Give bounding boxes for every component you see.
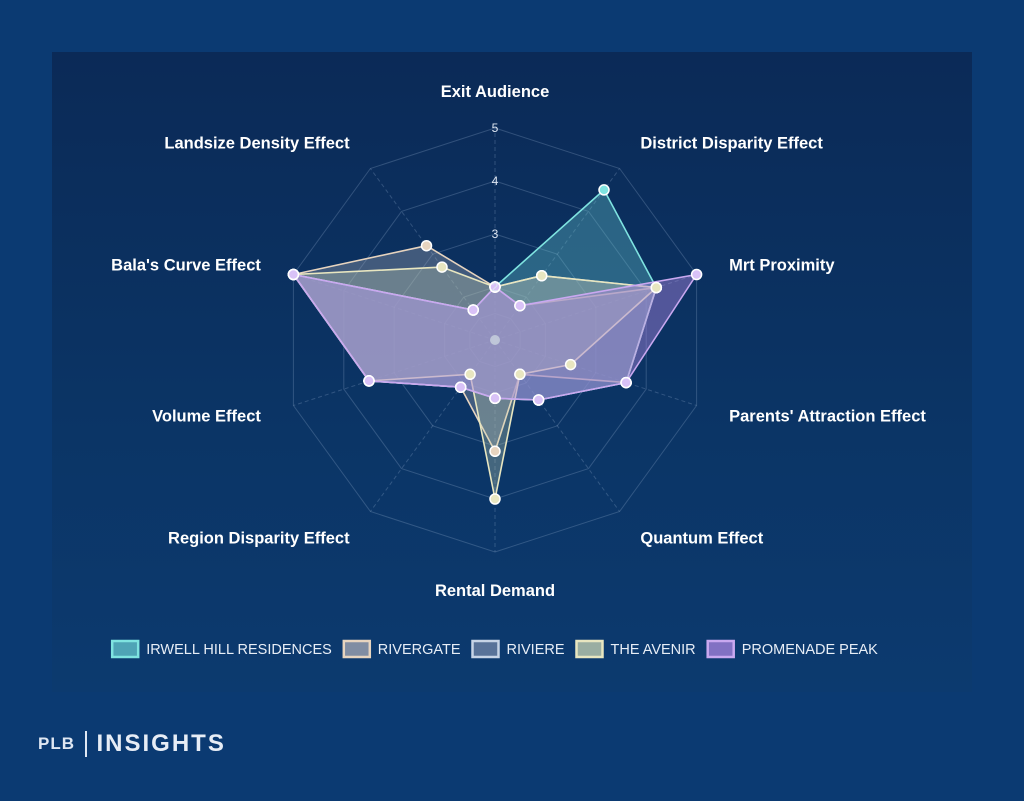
axis-label-0: Exit Audience xyxy=(441,83,550,101)
grid-spoke xyxy=(494,339,697,406)
axis-label-7: Volume Effect xyxy=(152,407,261,425)
data-points xyxy=(287,184,703,505)
data-point-3-9 xyxy=(436,261,448,273)
radar-chart: 2 3 4 5 Exit Audience District Disparity Eff… xyxy=(110,83,926,659)
legend-swatch-2 xyxy=(471,639,500,659)
data-point-4-2 xyxy=(690,268,703,281)
grid-spoke xyxy=(494,168,621,341)
axis-labels: Exit Audience District Disparity Effect Mr… xyxy=(111,83,926,600)
brand-plb: PLB xyxy=(38,734,75,753)
brand-divider xyxy=(85,731,87,757)
data-point-0-1 xyxy=(598,184,610,196)
legend-label-2: RIVIERE xyxy=(507,642,565,658)
data-point-1-9 xyxy=(420,239,433,252)
data-point-3-4 xyxy=(514,368,526,381)
brand-insights: INSIGHTS xyxy=(96,730,226,757)
axis-label-5: Rental Demand xyxy=(435,582,555,600)
grid-ring xyxy=(292,127,698,553)
tick-label-4: 4 xyxy=(492,174,499,188)
data-point-4-1 xyxy=(514,299,526,312)
grid-spoke xyxy=(293,274,496,341)
data-point-4-8 xyxy=(287,268,300,281)
legend-swatch-4 xyxy=(706,639,735,659)
data-point-3-2 xyxy=(650,281,663,294)
data-point-4-9 xyxy=(467,304,479,316)
axis-label-3: Parents' Attraction Effect xyxy=(729,407,926,425)
data-point-3-6 xyxy=(464,368,476,381)
legend-label-0: IRWELL HILL RESIDENCES xyxy=(146,642,332,658)
axis-label-4: Quantum Effect xyxy=(640,529,763,547)
data-point-4-5 xyxy=(489,392,501,405)
grid-spoke xyxy=(494,274,697,341)
tick-labels: 2 3 4 5 xyxy=(492,121,499,294)
axis-label-1: District Disparity Effect xyxy=(640,135,823,153)
data-point-1-5 xyxy=(489,445,501,458)
tick-label-3: 3 xyxy=(492,227,499,241)
data-point-3-5 xyxy=(489,493,501,505)
tick-label-2: 2 xyxy=(492,280,499,294)
center-point xyxy=(490,335,500,345)
radar-grid xyxy=(292,127,698,553)
grid-spoke xyxy=(293,339,496,406)
legend: IRWELL HILL RESIDENCES RIVERGATE RIVIERE TH… xyxy=(110,639,878,659)
data-point-4-0 xyxy=(489,281,501,293)
axis-label-8: Bala's Curve Effect xyxy=(111,257,261,275)
data-point-3-3 xyxy=(564,358,577,371)
legend-label-4: PROMENADE PEAK xyxy=(742,642,878,658)
data-point-4-7 xyxy=(363,375,375,387)
grid-spoke xyxy=(494,339,621,512)
legend-swatch-3 xyxy=(575,639,604,659)
legend-label-3: THE AVENIR xyxy=(611,642,696,658)
legend-label-1: RIVERGATE xyxy=(378,642,461,658)
data-point-4-6 xyxy=(454,381,467,393)
axis-label-9: Landsize Density Effect xyxy=(164,135,350,153)
data-point-4-4 xyxy=(532,394,545,406)
data-point-4-3 xyxy=(620,376,632,389)
data-point-3-1 xyxy=(535,269,548,282)
chart-panel: 2 3 4 5 Exit Audience District Disparity Eff… xyxy=(52,52,972,692)
axis-label-2: Mrt Proximity xyxy=(729,257,835,275)
axis-label-6: Region Disparity Effect xyxy=(168,529,350,547)
tick-label-5: 5 xyxy=(492,121,499,135)
legend-swatch-1 xyxy=(342,639,372,659)
grid-spoke xyxy=(369,339,496,512)
grid-ring xyxy=(469,312,521,368)
legend-swatch-0 xyxy=(110,639,140,659)
brand-logo: PLB INSIGHTS xyxy=(38,730,226,758)
